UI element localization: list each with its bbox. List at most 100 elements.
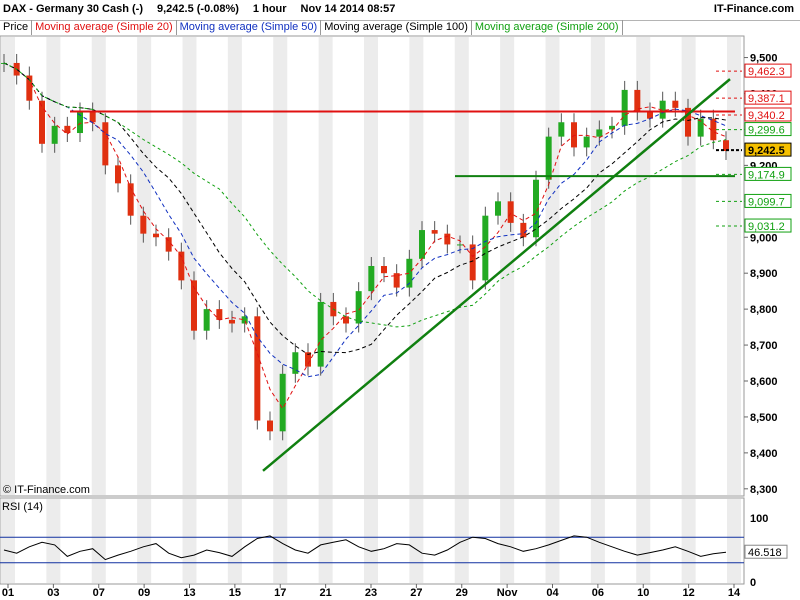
x-tick-label: 27 [410,587,422,599]
source-label: IT-Finance.com [713,3,794,15]
x-tick-label: 06 [592,587,604,599]
price-candle [469,244,476,281]
price-candle [381,266,387,274]
price-candle [267,420,273,432]
price-candle [115,165,121,184]
x-tick-label: 03 [47,587,59,599]
price-label: 9,242.5 [748,145,785,157]
session-band [590,499,605,583]
session-band [137,37,152,495]
price-candle [596,129,603,137]
y-tick-label: 8,400 [750,448,778,460]
session-band [636,499,651,583]
x-tick-label: 15 [229,587,241,599]
moving-average-line [3,62,727,410]
price-candle [444,233,451,245]
price-label: 9,340.2 [748,110,785,122]
session-band [454,37,469,495]
session-band [1,37,15,495]
moving-average-line [3,62,727,378]
indicator-legend: Price Moving average (Simple 20) Moving av… [0,20,623,35]
session-band [681,499,696,583]
y-tick-label: 8,300 [750,484,778,496]
price-candle [26,75,33,101]
price-candle [393,273,400,288]
price-candle [355,291,362,324]
legend-ma50[interactable]: Moving average (Simple 50) [177,20,322,35]
price-candle [545,136,552,180]
price-candle [229,319,235,324]
price-candle [292,352,299,374]
rsi-line [3,535,727,561]
price-candle [609,125,615,130]
y-tick-label: 8,600 [750,376,778,388]
y-tick-label: 8,700 [750,340,778,352]
price-candle [241,316,248,324]
price-label-box [744,218,792,233]
session-band [409,499,424,583]
session-band [91,499,106,583]
x-tick-label: 12 [683,587,695,599]
price-candle [507,201,514,223]
price-candle [634,89,641,112]
session-band [182,37,197,495]
legend-ma100[interactable]: Moving average (Simple 100) [321,20,472,35]
rsi-title: RSI (14) [2,501,43,513]
y-tick-label: 8,800 [750,304,778,316]
price-label-box [744,142,792,157]
session-band [273,499,288,583]
session-band [364,499,378,583]
quote-datetime: Nov 14 2014 08:57 [300,3,396,15]
price-label-box [744,166,792,181]
x-tick-label: 09 [138,587,150,599]
price-candle [191,280,197,331]
price-candle [672,100,679,108]
session-band [545,37,560,495]
session-band [409,37,424,495]
price-candle [558,122,565,137]
price-candle [482,215,489,281]
x-tick-label: 23 [365,587,377,599]
price-label-box [744,107,792,122]
timeframe[interactable]: 1 hour [252,3,287,15]
price-label: 9,099.7 [748,196,785,208]
session-band [681,37,696,495]
price-candle [216,309,223,320]
price-candle [647,111,653,119]
price-candle [343,316,349,324]
session-band [454,499,469,583]
x-tick-label: Nov [497,587,519,599]
price-candle [685,107,691,137]
y-tick-label: 9,500 [750,53,778,65]
price-candle [520,222,527,238]
price-candle [64,125,71,134]
price-candle [254,316,261,421]
price-candle [457,244,463,246]
price-label-box [744,122,792,137]
price-candle [621,89,628,126]
price-candle [495,201,501,216]
price-candle [77,111,83,134]
last-quote: 9,242.5 (-0.08%) [156,3,239,15]
legend-price[interactable]: Price [0,20,33,35]
session-band [137,499,152,583]
copyright: © IT-Finance.com [3,484,90,496]
session-band [590,37,605,495]
price-label: 9,299.6 [748,125,785,137]
price-candle [140,215,147,234]
price-candle [279,373,286,432]
price-label: 9,031.2 [748,221,785,233]
legend-ma20[interactable]: Moving average (Simple 20) [32,20,177,35]
session-band [727,37,741,495]
price-candle [431,230,438,234]
price-candle [710,118,717,141]
y-tick-label: 9,000 [750,232,778,244]
legend-ma200[interactable]: Moving average (Simple 200) [472,20,623,35]
session-band [46,37,61,495]
price-candle [89,111,96,123]
chart-header: DAX - Germany 30 Cash (-) 9,242.5 (-0.08%… [0,0,800,21]
price-candle [368,266,375,292]
moving-average-line [3,62,727,328]
session-band [91,37,106,495]
